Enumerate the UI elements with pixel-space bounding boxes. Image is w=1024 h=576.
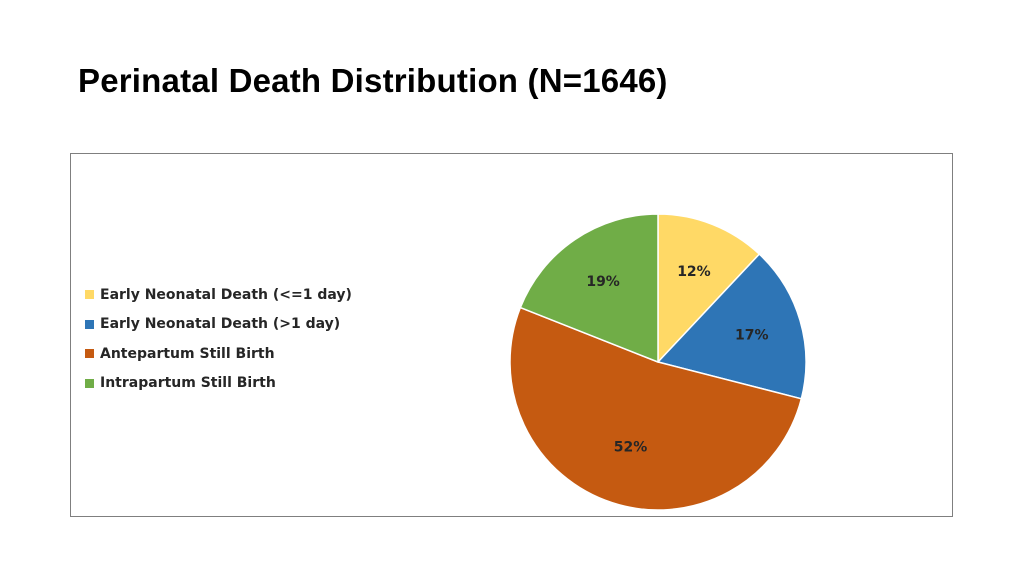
- pie-slice-intrapartum-still-birth: [519, 213, 659, 364]
- data-label-early-neonatal-le1day: 12%: [677, 264, 711, 280]
- chart-area: Early Neonatal Death (<=1 day) Early Neo…: [70, 153, 953, 517]
- slide-title: Perinatal Death Distribution (N=1646): [78, 62, 668, 99]
- legend-swatch: [85, 319, 94, 329]
- legend-item-intrapartum-still-birth: Intrapartum Still Birth: [85, 369, 352, 399]
- data-label-antepartum-still-birth: 52%: [614, 439, 648, 455]
- legend-item-early-neonatal-gt1day: Early Neonatal Death (>1 day): [85, 310, 352, 340]
- legend-label: Intrapartum Still Birth: [100, 375, 276, 392]
- legend-item-early-neonatal-le1day: Early Neonatal Death (<=1 day): [85, 280, 352, 310]
- pie-chart: 12% 17% 52% 19%: [509, 213, 807, 511]
- chart-legend: Early Neonatal Death (<=1 day) Early Neo…: [85, 280, 352, 398]
- legend-label: Antepartum Still Birth: [100, 345, 275, 362]
- legend-label: Early Neonatal Death (<=1 day): [100, 286, 352, 303]
- pie-slice-early-neonatal-le1day: [657, 213, 761, 364]
- legend-label: Early Neonatal Death (>1 day): [100, 316, 341, 333]
- legend-swatch: [85, 349, 94, 359]
- data-label-early-neonatal-gt1day: 17%: [735, 328, 769, 344]
- pie-slice-antepartum-still-birth: [509, 306, 803, 511]
- legend-swatch: [85, 290, 94, 300]
- data-label-intrapartum-still-birth: 19%: [586, 274, 620, 290]
- pie-slice-early-neonatal-gt1day: [656, 253, 807, 400]
- legend-item-antepartum-still-birth: Antepartum Still Birth: [85, 339, 352, 369]
- legend-swatch: [85, 378, 94, 388]
